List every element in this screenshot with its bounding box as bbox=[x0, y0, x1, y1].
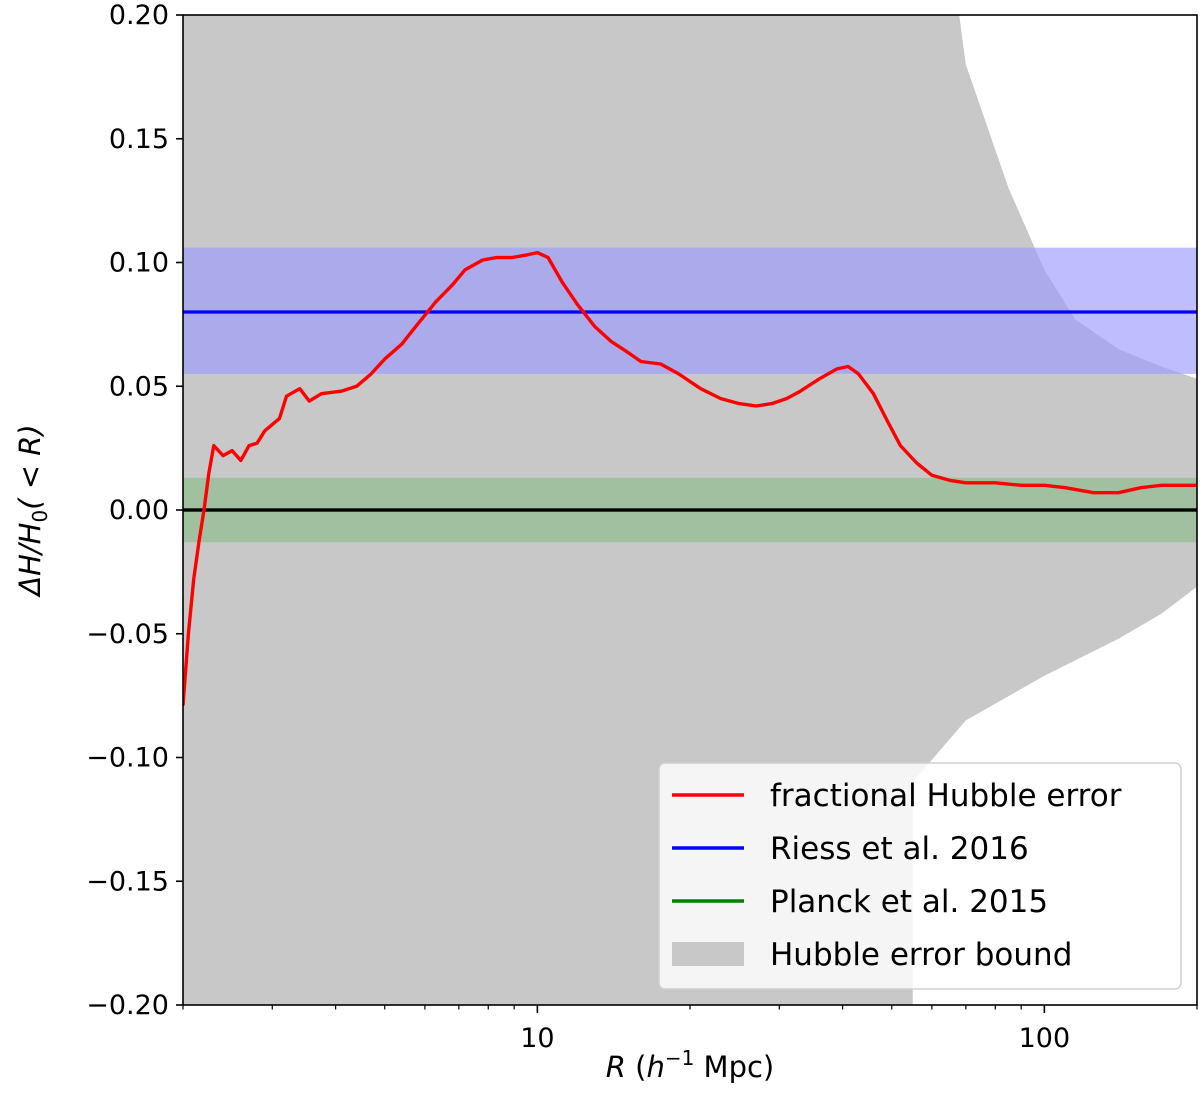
axes: 0.20 0.15 0.10 0.05 0.00 −0.05 −0.10 −0.15 −0.20… bbox=[13, 0, 1198, 1084]
y-tick-label: −0.05 bbox=[86, 619, 169, 650]
y-tick-label: 0.15 bbox=[109, 124, 169, 155]
x-tick-label: 10 bbox=[520, 1023, 554, 1054]
y-tick-label: 0.20 bbox=[109, 0, 169, 31]
y-tick-label: 0.10 bbox=[109, 248, 169, 279]
legend-label: Planck et al. 2015 bbox=[770, 884, 1048, 920]
legend-swatch bbox=[672, 942, 744, 966]
y-tick-label: −0.10 bbox=[86, 743, 169, 774]
legend-box bbox=[658, 762, 1182, 990]
legend-label: Hubble error bound bbox=[770, 937, 1072, 973]
y-tick-label: −0.15 bbox=[86, 866, 169, 897]
y-axis-label: ΔH/H0( < R) bbox=[13, 424, 52, 597]
y-tick-label: 0.05 bbox=[109, 371, 169, 402]
legend-label: fractional Hubble error bbox=[770, 778, 1122, 814]
legend-label: Riess et al. 2016 bbox=[770, 831, 1029, 867]
y-tick-label: −0.20 bbox=[86, 990, 169, 1021]
x-tick-label: 100 bbox=[1019, 1023, 1071, 1054]
x-axis-label: R (h−1 Mpc) bbox=[606, 1046, 774, 1084]
legend: fractional Hubble error Riess et al. 2016… bbox=[658, 762, 1182, 990]
series-line-fractional-hubble-error bbox=[183, 250, 1197, 706]
plot-area bbox=[183, 15, 1197, 1005]
y-tick-label: 0.00 bbox=[109, 495, 169, 526]
